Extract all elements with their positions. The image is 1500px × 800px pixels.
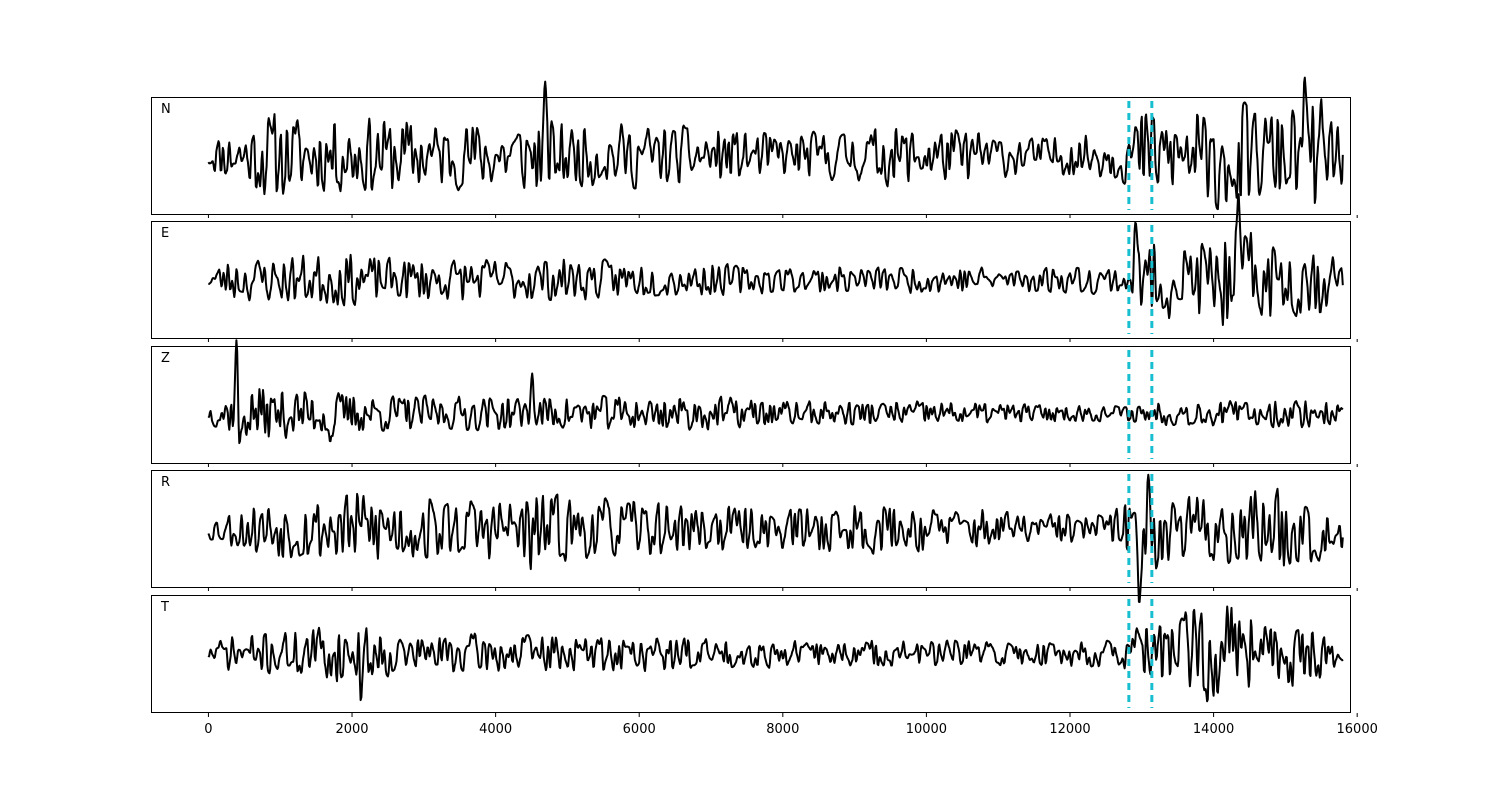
panel-N: N bbox=[151, 76, 1358, 218]
panel-label: R bbox=[161, 475, 170, 490]
x-tick-label: 0 bbox=[204, 722, 212, 737]
waveform-trace bbox=[207, 473, 1344, 603]
panel-frame bbox=[151, 97, 1351, 215]
panel-R: R bbox=[151, 470, 1358, 603]
waveform-trace bbox=[207, 339, 1344, 445]
panel-Z: Z bbox=[151, 339, 1358, 467]
panel-label: Z bbox=[161, 351, 170, 366]
panel-frame bbox=[151, 346, 1351, 464]
panel-frame bbox=[151, 221, 1351, 339]
panel-label: N bbox=[161, 102, 171, 117]
x-tick-label: 14000 bbox=[1193, 722, 1234, 737]
x-tick-label: 16000 bbox=[1337, 722, 1378, 737]
x-tick-label: 2000 bbox=[335, 722, 368, 737]
x-tick-label: 8000 bbox=[766, 722, 799, 737]
panel-label: E bbox=[161, 226, 169, 241]
waveform-trace bbox=[207, 605, 1344, 703]
x-tick-label: 4000 bbox=[479, 722, 512, 737]
waveform-trace bbox=[207, 76, 1344, 211]
x-tick-label: 10000 bbox=[906, 722, 947, 737]
x-tick-label: 6000 bbox=[623, 722, 656, 737]
x-tick-label: 12000 bbox=[1049, 722, 1090, 737]
panels-group: N E Z R T bbox=[151, 76, 1358, 713]
panel-T: T bbox=[151, 595, 1351, 713]
panel-E: E bbox=[151, 193, 1358, 342]
panel-frame bbox=[151, 470, 1351, 588]
x-axis: 0 2000 4000 6000 8000 10000 12000 14000 16000 bbox=[204, 713, 1378, 737]
panel-frame bbox=[151, 595, 1351, 713]
panel-label: T bbox=[160, 600, 169, 615]
waveform-trace bbox=[207, 193, 1344, 326]
